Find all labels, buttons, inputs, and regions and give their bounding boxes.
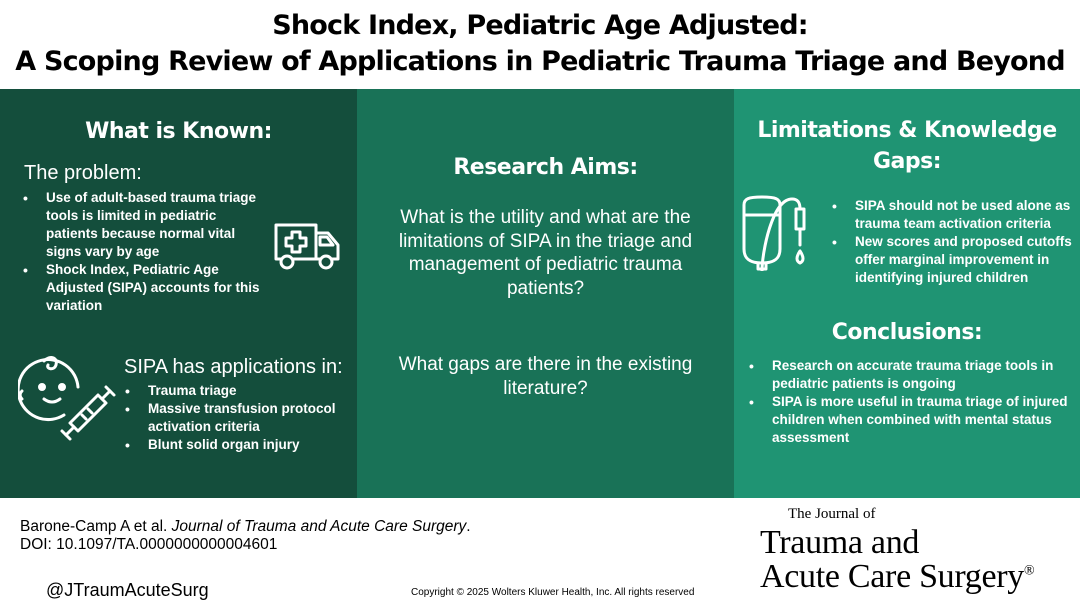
applications-heading: SIPA has applications in: [124, 356, 343, 378]
conclusion-item: SIPA is more useful in trauma triage of … [746, 393, 1072, 447]
research-aims-heading: Research Aims: [453, 155, 638, 180]
journal-logo-small-text: The Journal of [788, 506, 876, 522]
ambulance-icon [274, 223, 340, 270]
copyright-notice: Copyright © 2025 Wolters Kluwer Health, … [411, 587, 695, 598]
title-line-1: Shock Index, Pediatric Age Adjusted: [272, 10, 808, 41]
limitation-item: SIPA should not be used alone as trauma … [829, 197, 1074, 233]
journal-logo-line-1: Trauma and [760, 524, 920, 561]
limitation-item: New scores and proposed cutoffs offer ma… [829, 233, 1074, 287]
what-is-known-panel: What is Known: The problem: Use of adult… [0, 89, 357, 498]
conclusion-item: Research on accurate trauma triage tools… [746, 357, 1072, 393]
infographic-title: Shock Index, Pediatric Age Adjusted: A S… [0, 8, 1080, 80]
application-item: Blunt solid organ injury [122, 436, 347, 454]
problem-item: Shock Index, Pediatric Age Adjusted (SIP… [20, 261, 270, 315]
conclusions-heading: Conclusions: [831, 320, 983, 345]
research-question-1: What is the utility and what are the lim… [398, 207, 693, 299]
citation-doi: DOI: 10.1097/TA.0000000000004601 [20, 536, 278, 553]
problem-item: Use of adult-based trauma triage tools i… [20, 189, 270, 261]
research-aims-panel: Research Aims: What is the utility and w… [357, 89, 734, 498]
citation-line: Barone-Camp A et al. Journal of Trauma a… [20, 518, 471, 536]
citation-journal: Journal of Trauma and Acute Care Surgery [171, 518, 467, 535]
conclusions-list: Research on accurate trauma triage tools… [746, 357, 1072, 447]
research-question-2: What gaps are there in the existing lite… [398, 354, 693, 399]
twitter-handle[interactable]: @JTraumAcuteSurg [46, 580, 209, 600]
baby-syringe-icon [18, 356, 116, 441]
what-is-known-heading: What is Known: [85, 119, 272, 144]
limitations-heading-line-2: Gaps: [872, 149, 942, 174]
limitations-list: SIPA should not be used alone as trauma … [829, 197, 1074, 287]
iv-bag-icon [742, 195, 806, 271]
applications-list: Trauma triage Massive transfusion protoc… [122, 382, 347, 454]
limitations-panel: Limitations & Knowledge Gaps: SIPA shoul… [734, 89, 1080, 498]
application-item: Trauma triage [122, 382, 347, 400]
journal-logo-line-2-wrap: Acute Care Surgery® [760, 558, 1035, 596]
problem-heading: The problem: [24, 162, 142, 184]
limitations-heading-line-1: Limitations & Knowledge [757, 118, 1057, 143]
registered-mark: ® [1024, 563, 1035, 579]
title-line-2: A Scoping Review of Applications in Pedi… [15, 46, 1065, 77]
journal-logo-line-2: Acute Care Surgery [760, 558, 1024, 595]
application-item: Massive transfusion protocol activation … [122, 400, 347, 436]
citation: Barone-Camp A et al. Journal of Trauma a… [20, 518, 471, 554]
citation-authors: Barone-Camp A et al. [20, 518, 172, 535]
problem-list: Use of adult-based trauma triage tools i… [20, 189, 270, 315]
citation-period: . [466, 518, 471, 535]
